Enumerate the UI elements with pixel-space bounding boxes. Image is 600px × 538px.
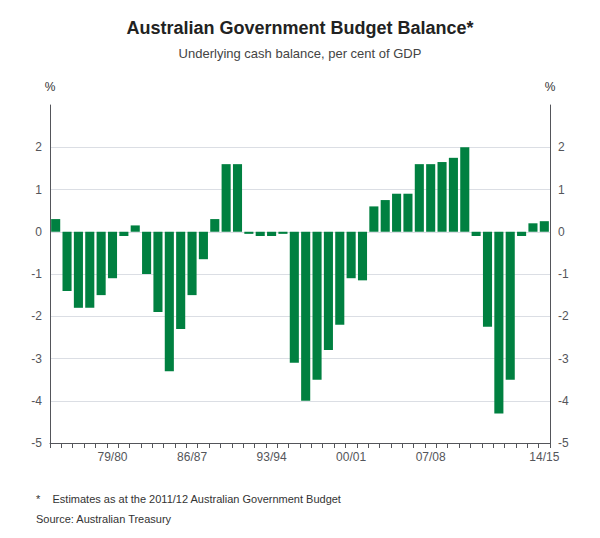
svg-text:Australian Government Budget B: Australian Government Budget Balance*: [126, 18, 473, 38]
svg-text:0: 0: [35, 225, 42, 239]
svg-text:14/15: 14/15: [529, 450, 559, 464]
svg-text:-3: -3: [558, 352, 569, 366]
svg-text:1: 1: [35, 183, 42, 197]
svg-text:0: 0: [558, 225, 565, 239]
svg-text:%: %: [45, 80, 56, 94]
svg-text:-4: -4: [558, 394, 569, 408]
svg-text:1: 1: [558, 183, 565, 197]
svg-text:2: 2: [35, 140, 42, 154]
svg-text:Underlying cash balance, per c: Underlying cash balance, per cent of GDP: [179, 46, 422, 61]
svg-text:-1: -1: [558, 267, 569, 281]
svg-text:-2: -2: [558, 309, 569, 323]
svg-text:%: %: [545, 80, 556, 94]
svg-text:79/80: 79/80: [97, 450, 127, 464]
svg-text:-5: -5: [558, 436, 569, 450]
svg-text:2: 2: [558, 140, 565, 154]
svg-text:07/08: 07/08: [416, 450, 446, 464]
svg-text:-1: -1: [31, 267, 42, 281]
svg-text:* Estimates as at the 2011/: * Estimates as at the 2011/12 Australian…: [36, 493, 341, 505]
svg-text:86/87: 86/87: [177, 450, 207, 464]
svg-text:Source: Australian Treasury: Source: Australian Treasury: [36, 513, 172, 525]
svg-text:-3: -3: [31, 352, 42, 366]
svg-text:-2: -2: [31, 309, 42, 323]
svg-text:93/94: 93/94: [257, 450, 287, 464]
svg-text:-5: -5: [31, 436, 42, 450]
svg-text:-4: -4: [31, 394, 42, 408]
svg-text:00/01: 00/01: [336, 450, 366, 464]
